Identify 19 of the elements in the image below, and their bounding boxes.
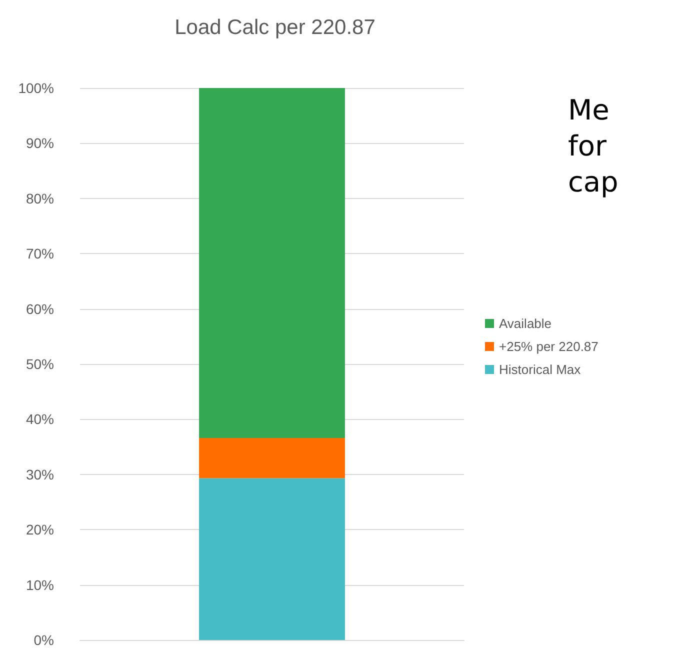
y-tick-label: 80%	[26, 190, 54, 206]
chart-title: Load Calc per 220.87	[174, 16, 376, 39]
legend-label: Historical Max	[499, 362, 582, 377]
y-tick-label: 100%	[18, 80, 54, 96]
legend-label: +25% per 220.87	[499, 339, 598, 354]
bar	[199, 88, 345, 438]
y-tick-label: 10%	[26, 576, 54, 593]
y-tick-label: 30%	[26, 466, 54, 482]
y-tick-label: 20%	[26, 522, 54, 538]
y-tick-label: 0%	[34, 632, 54, 648]
bar	[199, 478, 345, 640]
y-tick-label: 50%	[26, 356, 54, 372]
y-tick-label: 60%	[26, 300, 54, 317]
y-tick-label: 40%	[26, 411, 54, 428]
legend-label: Available	[499, 316, 552, 331]
y-tick-label: 70%	[26, 246, 54, 262]
y-tick-label: 90%	[26, 135, 54, 152]
text: Me for cap	[568, 94, 618, 198]
bar	[199, 438, 345, 478]
